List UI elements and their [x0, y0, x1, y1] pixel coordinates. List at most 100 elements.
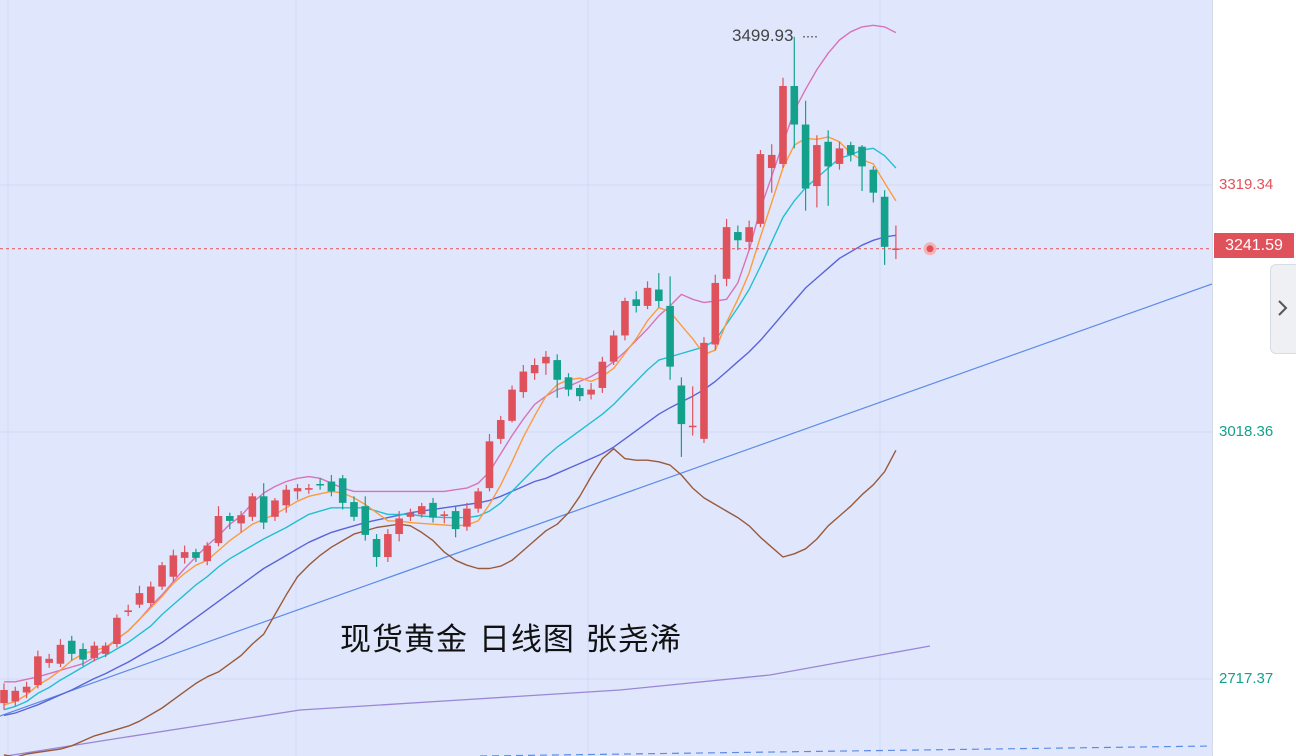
candle-body: [621, 300, 629, 336]
candle-body: [0, 689, 8, 704]
candle-body: [169, 555, 178, 577]
candle: [90, 641, 99, 662]
candle: [869, 166, 878, 203]
chart-caption: 现货黄金 日线图 张尧浠: [340, 622, 682, 658]
candle: [553, 354, 562, 398]
candle-body: [609, 335, 618, 362]
candle: [248, 493, 257, 521]
candle: [463, 502, 471, 531]
candle: [406, 508, 415, 521]
candle-body: [655, 289, 663, 301]
candle: [655, 273, 663, 308]
candle-body: [203, 545, 212, 562]
collapse-panel-button[interactable]: [1270, 264, 1296, 354]
candle-body: [700, 342, 708, 439]
candle: [214, 506, 223, 547]
high-price-label: 3499.93: [732, 26, 794, 45]
candle: [801, 100, 810, 211]
candle-body: [711, 282, 720, 345]
candle-body: [248, 496, 257, 517]
moving-average-mid-line: [3, 147, 897, 711]
candle: [11, 686, 20, 707]
moving-average-slow-line: [3, 234, 897, 717]
candle-body: [575, 387, 584, 397]
candle: [259, 483, 268, 530]
candle: [293, 483, 302, 500]
candle: [282, 484, 291, 513]
price-axis-panel: [1212, 0, 1296, 756]
moving-average-fast-line: [3, 136, 897, 706]
candle: [700, 337, 708, 443]
candle: [395, 511, 403, 542]
candle-body: [135, 593, 144, 605]
candle: [485, 433, 494, 492]
candle: [440, 511, 449, 524]
candle: [180, 545, 189, 564]
candle-body: [485, 441, 494, 489]
candle: [530, 358, 539, 380]
candle: [135, 585, 144, 608]
candle: [338, 474, 347, 510]
candle-body: [338, 478, 347, 503]
candle-body: [835, 148, 844, 164]
price-overlay: [0, 36, 1212, 256]
candle-body: [508, 389, 516, 421]
candle: [384, 529, 392, 562]
candle: [711, 274, 720, 351]
candle-body: [429, 502, 437, 518]
candle-body: [45, 658, 53, 663]
bollinger-lower-line: [3, 448, 897, 756]
candle: [756, 149, 765, 228]
candle-body: [158, 565, 166, 587]
candle: [734, 225, 742, 251]
candle-body: [226, 516, 234, 521]
candle: [67, 635, 76, 661]
candle: [237, 511, 245, 533]
chevron-right-icon: [1278, 300, 1288, 316]
ascending-trendline: [0, 283, 1212, 717]
candle: [372, 534, 381, 567]
candle: [880, 190, 889, 265]
candle: [722, 218, 731, 287]
candle-body: [632, 299, 641, 306]
candle-body: [180, 552, 189, 558]
candlestick-chart[interactable]: [0, 0, 1212, 756]
candle: [316, 478, 324, 490]
candle-body: [643, 287, 652, 306]
candle: [621, 297, 629, 341]
candle: [417, 502, 426, 518]
candle: [790, 36, 799, 149]
candle-body: [598, 361, 607, 388]
candle-body: [395, 518, 403, 535]
candle: [745, 220, 753, 251]
candle: [79, 643, 87, 667]
candle: [350, 496, 358, 521]
candle: [496, 415, 505, 444]
candle: [169, 549, 178, 582]
candle-body: [282, 489, 291, 506]
candle-body: [259, 496, 268, 523]
indicator-lines: [3, 24, 897, 756]
candle-body: [790, 85, 799, 125]
candle-body: [756, 154, 765, 224]
candle-body: [440, 514, 449, 517]
candle-body: [79, 648, 87, 660]
candle: [361, 496, 370, 541]
candle: [813, 135, 821, 208]
candle-body: [564, 377, 573, 390]
candle: [305, 483, 313, 494]
candle: [677, 377, 686, 457]
candle: [226, 512, 234, 530]
candle-body: [22, 686, 31, 693]
support-line-dashed: [479, 745, 1212, 756]
long-term-moving-average-line: [2, 645, 931, 756]
current-price-tag: 3241.59: [1214, 233, 1294, 258]
candle-body: [496, 419, 505, 439]
candle-body: [372, 538, 381, 558]
candle-body: [384, 534, 392, 558]
candle: [22, 681, 31, 699]
candle: [101, 642, 110, 658]
candle: [598, 356, 607, 393]
candle: [146, 581, 155, 607]
candle-body: [824, 141, 832, 167]
